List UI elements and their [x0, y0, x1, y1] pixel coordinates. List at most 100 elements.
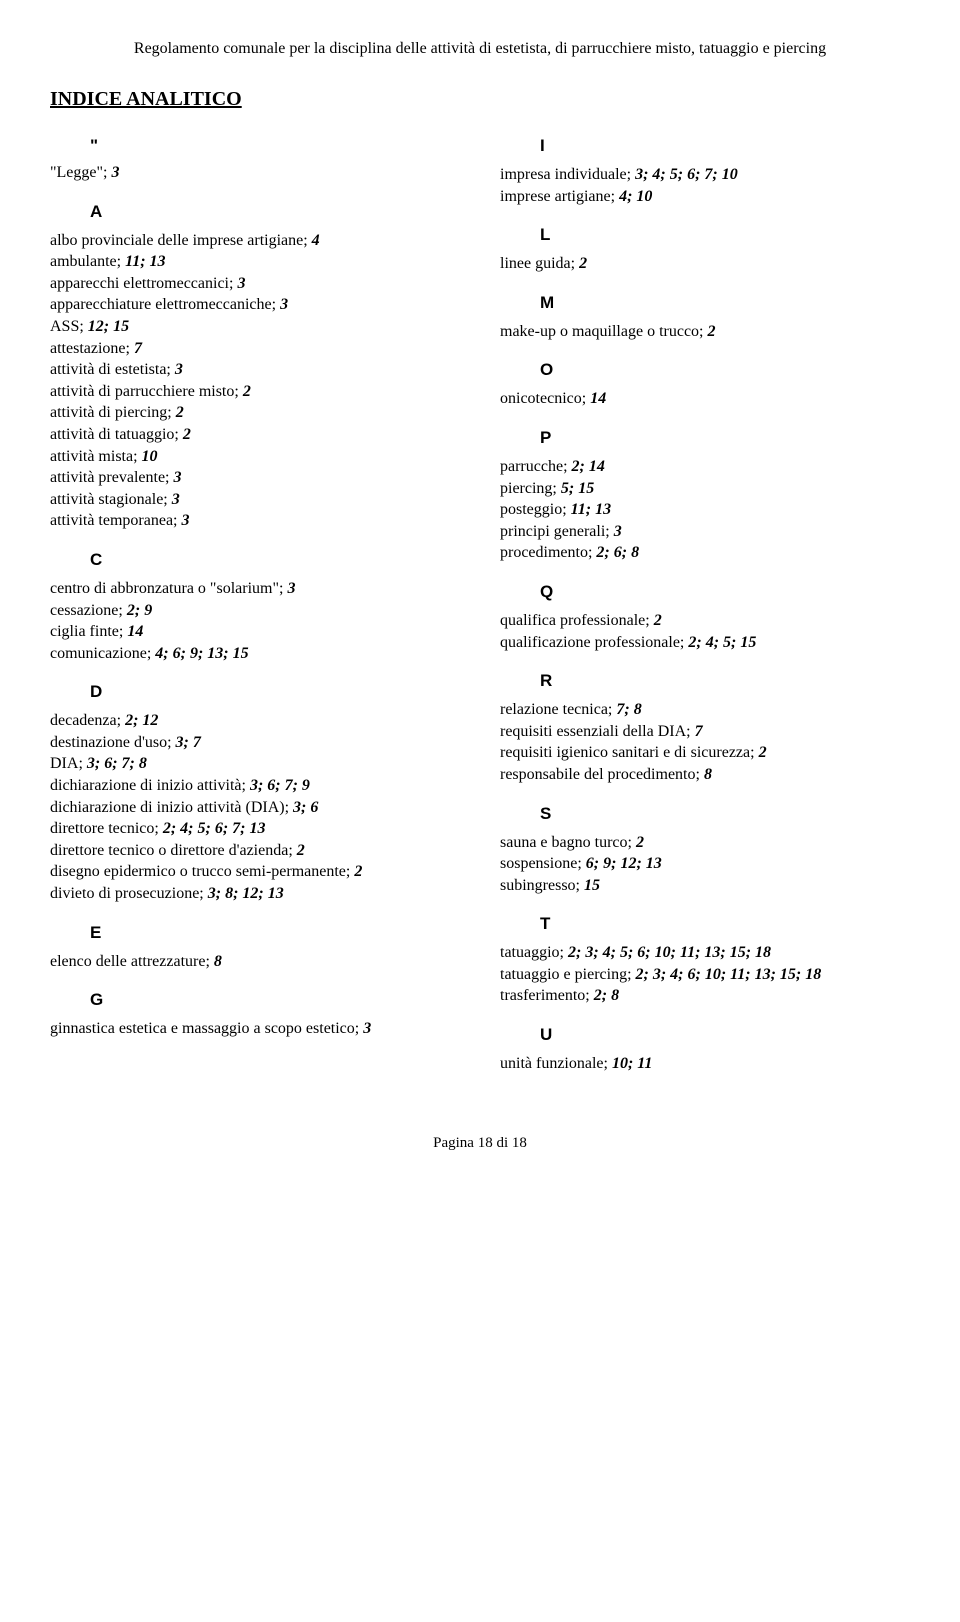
index-entry: subingresso; 15	[500, 875, 910, 897]
entry-refs: 14	[127, 623, 143, 640]
index-entry: attività prevalente; 3	[50, 467, 460, 489]
entry-refs: 3	[363, 1020, 371, 1037]
entry-refs: 2	[654, 612, 662, 629]
entry-refs: 4	[312, 232, 320, 249]
entry-refs: 3; 6; 7; 8	[87, 755, 147, 772]
section-letter-u: U	[540, 1025, 910, 1045]
quote-section: "	[90, 136, 460, 156]
index-entry: disegno epidermico o trucco semi-permane…	[50, 861, 460, 883]
entry-refs: 3; 8; 12; 13	[208, 885, 284, 902]
entry-refs: 2	[183, 426, 191, 443]
index-entry: onicotecnico; 14	[500, 388, 910, 410]
entry-text: divieto di prosecuzione;	[50, 885, 208, 902]
entry-refs: 10	[142, 448, 158, 465]
entry-refs: 3	[172, 491, 180, 508]
entry-text: parrucche;	[500, 458, 572, 475]
entry-refs: 5; 15	[561, 480, 594, 497]
section-c-entries: centro di abbronzatura o "solarium"; 3ce…	[50, 578, 460, 664]
index-entry: tatuaggio e piercing; 2; 3; 4; 6; 10; 11…	[500, 964, 910, 986]
index-entry: attività temporanea; 3	[50, 510, 460, 532]
entry-refs: 2; 9	[127, 602, 152, 619]
entry-refs: 2; 6; 8	[596, 544, 639, 561]
entry-text: destinazione d'uso;	[50, 734, 176, 751]
index-entry: apparecchiature elettromeccaniche; 3	[50, 294, 460, 316]
entry-text: disegno epidermico o trucco semi-permane…	[50, 863, 354, 880]
index-columns: " "Legge"; 3 A albo provinciale delle im…	[50, 136, 910, 1075]
section-letter-o: O	[540, 360, 910, 380]
entry-refs: 2; 3; 4; 6; 10; 11; 13; 15; 18	[636, 966, 822, 983]
entry-text: decadenza;	[50, 712, 125, 729]
index-entry: attestazione; 7	[50, 338, 460, 360]
entry-text: imprese artigiane;	[500, 188, 619, 205]
index-entry: ginnastica estetica e massaggio a scopo …	[50, 1018, 460, 1040]
index-entry: ciglia finte; 14	[50, 621, 460, 643]
page-footer: Pagina 18 di 18	[50, 1135, 910, 1152]
index-entry: dichiarazione di inizio attività (DIA); …	[50, 797, 460, 819]
index-entry: attività mista; 10	[50, 446, 460, 468]
entry-refs: 8	[704, 766, 712, 783]
entry-text: comunicazione;	[50, 645, 155, 662]
entry-text: requisiti essenziali della DIA;	[500, 723, 695, 740]
index-entry: decadenza; 2; 12	[50, 710, 460, 732]
entry-text: attestazione;	[50, 340, 134, 357]
left-column: " "Legge"; 3 A albo provinciale delle im…	[50, 136, 460, 1075]
section-letter-t: T	[540, 914, 910, 934]
entry-text: attività di piercing;	[50, 404, 176, 421]
index-entry: qualifica professionale; 2	[500, 610, 910, 632]
entry-text: principi generali;	[500, 523, 614, 540]
entry-refs: 7	[695, 723, 703, 740]
entry-text: ASS;	[50, 318, 88, 335]
entry-refs: 2; 14	[572, 458, 605, 475]
section-a-entries: albo provinciale delle imprese artigiane…	[50, 230, 460, 532]
index-entry: impresa individuale; 3; 4; 5; 6; 7; 10	[500, 164, 910, 186]
index-entry: attività di tatuaggio; 2	[50, 424, 460, 446]
section-u-entries: unità funzionale; 10; 11	[500, 1053, 910, 1075]
index-entry: attività di estetista; 3	[50, 359, 460, 381]
entry-refs: 8	[214, 953, 222, 970]
index-entry: responsabile del procedimento; 8	[500, 764, 910, 786]
section-p-entries: parrucche; 2; 14piercing; 5; 15posteggio…	[500, 456, 910, 564]
entry-text: tatuaggio;	[500, 944, 568, 961]
section-letter-d: D	[90, 682, 460, 702]
entry-text: relazione tecnica;	[500, 701, 616, 718]
entry-refs: 11; 13	[571, 501, 611, 518]
entry-refs: 12; 15	[88, 318, 129, 335]
section-q-entries: qualifica professionale; 2qualificazione…	[500, 610, 910, 653]
index-entry: linee guida; 2	[500, 253, 910, 275]
index-entry: centro di abbronzatura o "solarium"; 3	[50, 578, 460, 600]
entry-text: unità funzionale;	[500, 1055, 612, 1072]
index-entry: sauna e bagno turco; 2	[500, 832, 910, 854]
index-entry: sospensione; 6; 9; 12; 13	[500, 853, 910, 875]
entry-text: trasferimento;	[500, 987, 594, 1004]
entry-refs: 3; 6	[293, 799, 318, 816]
index-entry: attività stagionale; 3	[50, 489, 460, 511]
entry-text: DIA;	[50, 755, 87, 772]
entry-text: subingresso;	[500, 877, 584, 894]
index-entry: requisiti essenziali della DIA; 7	[500, 721, 910, 743]
section-o-entries: onicotecnico; 14	[500, 388, 910, 410]
entry-text: responsabile del procedimento;	[500, 766, 704, 783]
right-column: I impresa individuale; 3; 4; 5; 6; 7; 10…	[500, 136, 910, 1075]
section-d-entries: decadenza; 2; 12destinazione d'uso; 3; 7…	[50, 710, 460, 904]
entry-text: attività temporanea;	[50, 512, 182, 529]
entry-text: impresa individuale;	[500, 166, 635, 183]
entry-refs: 2	[297, 842, 305, 859]
entry-refs: 3	[174, 469, 182, 486]
entry-text: dichiarazione di inizio attività;	[50, 777, 250, 794]
entry-text: elenco delle attrezzature;	[50, 953, 214, 970]
entry-text: tatuaggio e piercing;	[500, 966, 636, 983]
index-entry: ASS; 12; 15	[50, 316, 460, 338]
entry-refs: 2; 3; 4; 5; 6; 10; 11; 13; 15; 18	[568, 944, 771, 961]
entry-refs: 2; 4; 5; 15	[688, 634, 756, 651]
section-i-entries: impresa individuale; 3; 4; 5; 6; 7; 10im…	[500, 164, 910, 207]
entry-text: sauna e bagno turco;	[500, 834, 636, 851]
entry-text: direttore tecnico;	[50, 820, 163, 837]
entry-refs: 3	[614, 523, 622, 540]
entry-refs: 3; 6; 7; 9	[250, 777, 310, 794]
section-letter-g: G	[90, 990, 460, 1010]
section-m-entries: make-up o maquillage o trucco; 2	[500, 321, 910, 343]
index-entry: apparecchi elettromeccanici; 3	[50, 273, 460, 295]
index-entry: "Legge"; 3	[50, 162, 460, 184]
entry-refs: 11; 13	[125, 253, 165, 270]
entry-refs: 10; 11	[612, 1055, 652, 1072]
